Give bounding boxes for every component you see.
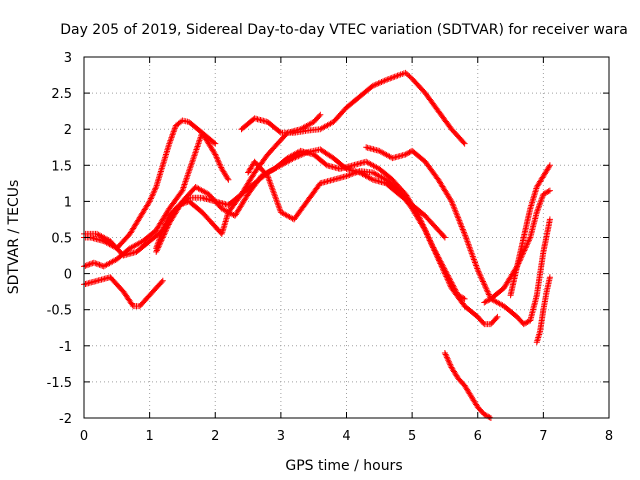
x-tick-label: 1 (145, 429, 153, 444)
plus-markers (81, 274, 166, 310)
x-tick-label: 7 (539, 429, 547, 444)
plus-markers (245, 158, 501, 328)
x-tick-label: 8 (605, 429, 613, 444)
y-tick-label: 0 (64, 268, 72, 283)
plus-markers (441, 350, 494, 421)
x-tick-label: 2 (211, 429, 219, 444)
x-tick-label: 6 (474, 429, 482, 444)
plus-markers (81, 146, 448, 259)
y-tick-label: -0.5 (47, 304, 72, 319)
plus-markers (533, 274, 553, 346)
y-axis-label: SDTVAR / TECUs (6, 180, 22, 295)
series-track-5 (153, 111, 324, 252)
series-track-4 (81, 146, 448, 259)
x-tick-labels: 0 1 2 3 4 5 6 7 8 (80, 429, 613, 444)
x-tick-label: 3 (277, 429, 285, 444)
plus-markers (363, 144, 553, 328)
series-track-13 (533, 274, 553, 346)
plus-markers (238, 69, 468, 147)
y-tick-label: 2 (64, 123, 72, 138)
series-track-1 (81, 274, 166, 310)
y-tick-label: 1.5 (51, 159, 72, 174)
y-tick-labels: -2 -1.5 -1 -0.5 0 0.5 1 1.5 2 2.5 3 (47, 51, 72, 427)
series-track-9 (363, 144, 553, 328)
plus-markers (507, 162, 553, 299)
x-tick-label: 0 (80, 429, 88, 444)
y-tick-label: 0.5 (51, 232, 72, 247)
x-tick-label: 5 (408, 429, 416, 444)
plus-markers (153, 111, 324, 252)
series-track-8 (245, 158, 501, 328)
x-axis-label: GPS time / hours (285, 458, 402, 474)
series-track-11 (481, 187, 553, 306)
x-tick-label: 4 (342, 429, 350, 444)
gridlines (84, 57, 609, 418)
y-tick-label: -1 (59, 340, 72, 355)
chart-title: Day 205 of 2019, Sidereal Day-to-day VTE… (60, 22, 628, 38)
y-tick-label: -2 (59, 412, 72, 427)
y-tick-label: 3 (64, 51, 72, 66)
axis-ticks (83, 56, 610, 419)
y-tick-label: 1 (64, 195, 72, 210)
series-track-7 (238, 69, 468, 147)
plus-markers (481, 187, 553, 306)
y-tick-label: 2.5 (51, 87, 72, 102)
series-track-10 (441, 350, 494, 421)
data-marks (81, 69, 553, 421)
y-tick-label: -1.5 (47, 376, 72, 391)
series-track-12 (507, 162, 553, 299)
